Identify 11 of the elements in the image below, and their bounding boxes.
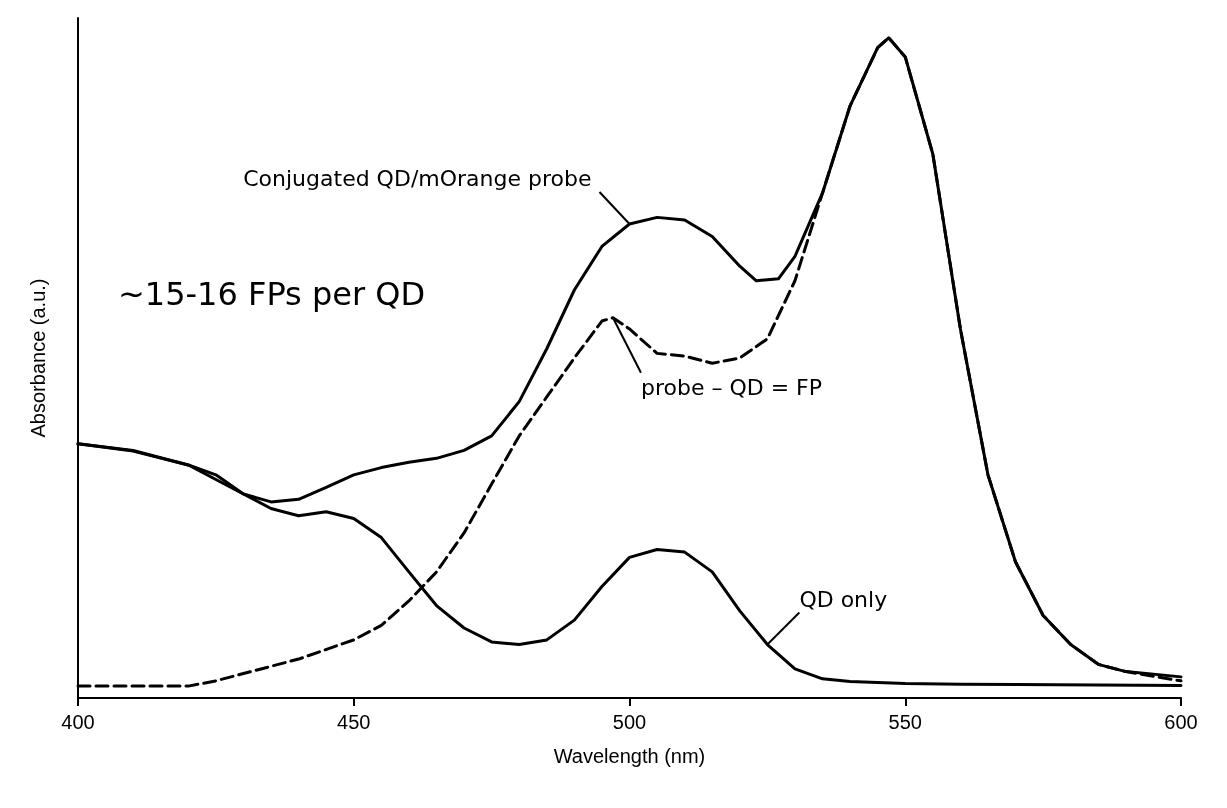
x-tick-label: 400: [61, 711, 95, 733]
annotation: QD only: [799, 587, 888, 613]
annotation: ~15-16 FPs per QD: [118, 275, 426, 313]
x-tick-label: 550: [888, 711, 922, 733]
annotation: Conjugated QD/mOrange probe: [243, 166, 592, 192]
x-axis-title: Wavelength (nm): [553, 745, 706, 767]
annotation: probe – QD = FP: [640, 375, 823, 401]
x-tick-label: 600: [1164, 711, 1198, 733]
x-tick-label: 500: [612, 711, 647, 733]
x-tick-label: 450: [337, 711, 371, 733]
y-axis-title: Absorbance (a.u.): [27, 278, 49, 438]
